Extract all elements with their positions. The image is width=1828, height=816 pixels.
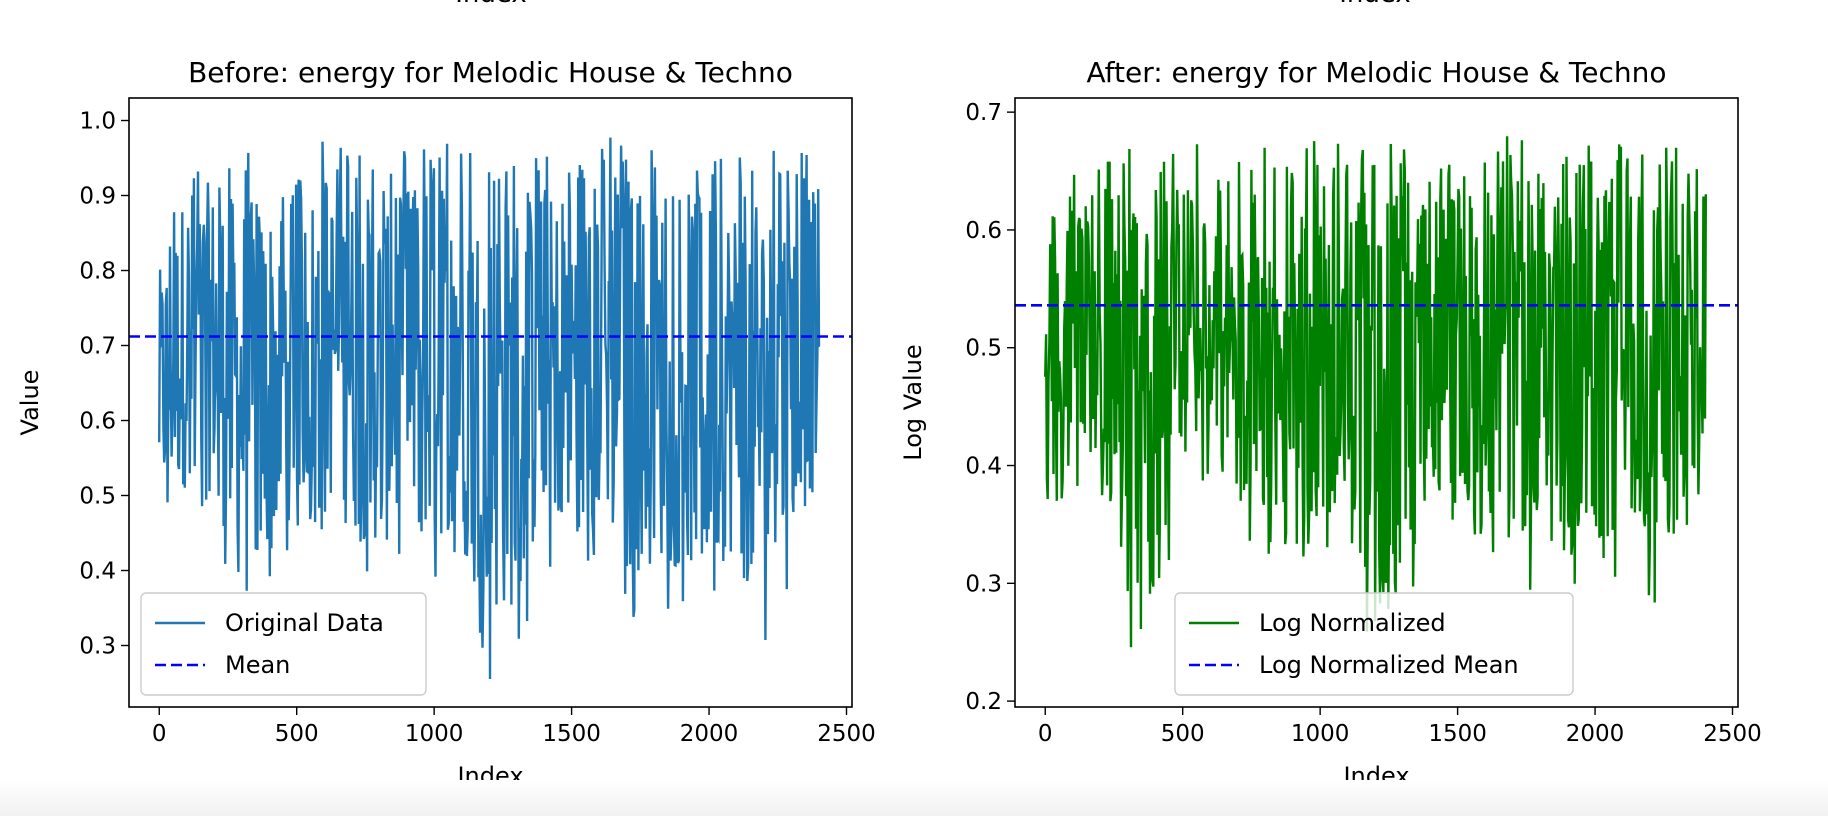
series-line [1044, 136, 1707, 648]
x-tick-label: 1500 [1428, 721, 1487, 747]
y-tick-label: 0.2 [965, 689, 1002, 715]
legend-label: Mean [225, 651, 290, 679]
x-tick-label: 2000 [680, 721, 739, 747]
y-tick-label: 0.7 [965, 100, 1002, 126]
legend-label: Log Normalized [1259, 609, 1446, 637]
chart-title: After: energy for Melodic House & Techno [1086, 56, 1666, 89]
cutoff-label-left: Index [455, 0, 527, 9]
x-tick-label: 2500 [817, 721, 876, 747]
axes-frame [1014, 97, 1739, 708]
y-tick-label: 0.7 [79, 334, 116, 360]
x-tick-label: 1500 [542, 721, 601, 747]
y-tick-label: 0.8 [79, 259, 116, 285]
y-tick-label: 0.3 [79, 634, 116, 660]
x-tick-label: 1000 [405, 721, 464, 747]
chart-panel-before: 0 500 1000 1500 2000 2500 0.3 0.4 0.5 0.6 0.7 0.8 0.… [16, 56, 876, 790]
cutoff-label-right: Index [1339, 0, 1411, 9]
x-tick-label: 0 [152, 721, 167, 747]
y-axis-label: Value [16, 370, 44, 436]
x-tick-label: 1000 [1291, 721, 1350, 747]
y-tick-label: 0.4 [79, 559, 116, 585]
x-tick-label: 500 [1161, 721, 1205, 747]
y-tick-label: 0.3 [965, 571, 1002, 597]
legend: Original Data Mean [140, 592, 427, 696]
y-tick-label: 0.9 [79, 184, 116, 210]
legend: Log Normalized Log Normalized Mean [1174, 592, 1574, 696]
x-tick-label: 2500 [1703, 721, 1762, 747]
y-tick-label: 0.5 [79, 484, 116, 510]
window-bottom-edge [0, 780, 1828, 816]
x-tick-label: 500 [275, 721, 319, 747]
y-axis-label: Log Value [899, 344, 927, 460]
legend-box [1174, 592, 1574, 696]
x-tick-label: 0 [1038, 721, 1053, 747]
y-tick-label: 0.6 [79, 409, 116, 435]
y-tick-label: 0.4 [965, 454, 1002, 480]
legend-box [140, 592, 427, 696]
legend-label: Original Data [225, 609, 384, 637]
chart-panel-after: 0 500 1000 1500 2000 2500 0.2 0.3 0.4 0.5 0.6 0.7 Af… [899, 56, 1762, 790]
legend-label: Log Normalized Mean [1259, 651, 1519, 679]
chart-title: Before: energy for Melodic House & Techn… [188, 56, 793, 89]
axes-frame [128, 97, 853, 708]
x-tick-label: 2000 [1566, 721, 1625, 747]
y-tick-label: 1.0 [79, 109, 116, 135]
y-tick-label: 0.5 [965, 336, 1002, 362]
y-tick-label: 0.6 [965, 218, 1002, 244]
